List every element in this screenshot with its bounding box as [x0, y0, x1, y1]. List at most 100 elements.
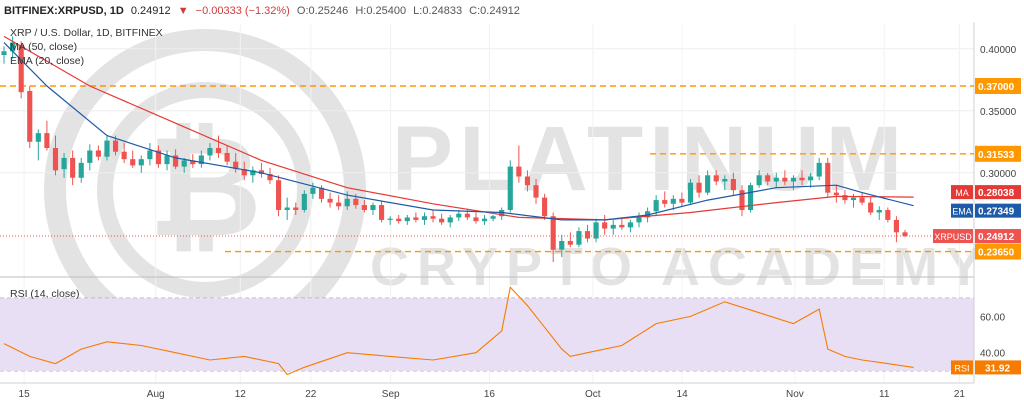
candle-body	[662, 200, 668, 204]
candle-body	[10, 42, 16, 52]
support-resistance-levels	[0, 85, 974, 253]
price-tag-name-box	[933, 229, 973, 244]
price-tag-value-box	[975, 229, 1021, 244]
candle-body	[567, 241, 573, 245]
candle-body	[164, 155, 170, 165]
rsi-tick-label: 60.00	[980, 312, 1005, 323]
candle-body	[318, 187, 325, 199]
candle-body	[276, 180, 282, 210]
watermark-logo-glyph: ₿	[148, 108, 262, 265]
candle-body	[353, 198, 359, 206]
rsi-line	[3, 286, 914, 376]
time-tick-label: 22	[305, 389, 317, 400]
candle-body	[198, 155, 204, 165]
candle-body	[739, 190, 745, 210]
candle-body	[27, 90, 33, 142]
level-tag	[975, 145, 1021, 162]
price-tick-label: 0.35000	[980, 107, 1017, 118]
price-tag-value-box	[975, 203, 1021, 218]
candle-body	[327, 198, 333, 203]
candle-body	[421, 216, 428, 220]
candle-body	[439, 218, 445, 223]
time-tick-label: Aug	[147, 389, 165, 400]
ema-legend[interactable]: EMA (20, close)	[10, 55, 85, 67]
candle-body	[730, 179, 736, 191]
candle-body	[336, 202, 342, 207]
candle-body	[644, 211, 651, 218]
candle-body	[765, 175, 771, 182]
time-tick-label: 15	[19, 389, 31, 400]
candle-body	[361, 205, 367, 210]
candle-body	[696, 182, 702, 193]
price-tag-name: MA	[955, 188, 969, 198]
candle-body	[447, 217, 453, 223]
candle-body	[722, 179, 728, 182]
time-tick-label: Sep	[382, 389, 400, 400]
candle-body	[868, 202, 874, 213]
candle-body	[516, 166, 522, 177]
close-value: C:0.24912	[469, 5, 520, 17]
candle-body	[138, 159, 144, 166]
candle-body	[190, 160, 196, 165]
time-tick-label: 14	[677, 389, 689, 400]
level-tag	[975, 78, 1021, 94]
candle-body	[378, 205, 385, 220]
candle-body	[842, 195, 848, 201]
candle-body	[387, 218, 393, 220]
price-tag-value: 0.28038	[978, 188, 1015, 199]
level-tags: 0.37000 0.31533 0.23650	[975, 78, 1021, 260]
rsi-tag-value-box	[975, 360, 1021, 375]
candle-body	[456, 213, 462, 218]
rsi-tag-name-box	[951, 360, 973, 375]
high-value: H:0.25400	[355, 5, 407, 17]
candle-body	[550, 216, 556, 250]
time-tick-label: Nov	[786, 389, 804, 400]
candles	[1, 36, 908, 263]
ma-legend[interactable]: MA (50, close)	[10, 41, 78, 53]
candle-body	[344, 198, 350, 207]
candle-body	[18, 45, 24, 93]
rsi-tag-name: RSI	[954, 363, 969, 373]
price-change: −0.00333 (−1.32%)	[195, 5, 290, 17]
price-tag-name: EMA	[952, 207, 972, 217]
time-axis-ticks: 15 Aug 12 22 Sep 16 Oct 14 Nov 11 21	[19, 389, 966, 400]
candle-body	[95, 150, 101, 157]
candle-body	[679, 198, 685, 203]
candle-body	[773, 177, 779, 182]
candle-body	[713, 175, 719, 182]
candle-body	[653, 200, 659, 212]
ma-50-line	[3, 35, 914, 221]
candle-body	[602, 222, 608, 229]
rsi-legend[interactable]: RSI (14, close)	[10, 288, 80, 300]
time-tick-label: 16	[484, 389, 496, 400]
watermark-line2: CRYPTO ACADEMY	[370, 237, 990, 297]
price-tag-name-box	[951, 185, 973, 200]
candle-body	[310, 187, 316, 194]
candle-body	[833, 192, 839, 196]
candle-body	[301, 193, 307, 210]
candle-body	[705, 175, 711, 193]
candle-body	[507, 166, 513, 210]
symbol-name[interactable]: BITFINEX:XRPUSD, 1D	[4, 5, 124, 17]
candle-body	[687, 182, 694, 203]
candle-body	[782, 177, 788, 182]
price-tags: MA 0.28038 EMA 0.27349 XRPUSD 0.24912 RSI 31.92	[933, 185, 1021, 375]
candle-body	[850, 197, 857, 201]
candle-body	[619, 224, 625, 228]
level-tag-label: 0.23650	[978, 248, 1015, 259]
price-tick-label: 0.30000	[980, 169, 1017, 180]
candle-body	[559, 241, 565, 250]
price-tag-value: 0.24912	[978, 232, 1015, 243]
candle-body	[35, 133, 41, 142]
candle-body	[533, 185, 539, 198]
candle-body	[430, 216, 436, 219]
candle-body	[584, 231, 591, 239]
candle-body	[284, 207, 290, 210]
candle-body	[104, 140, 110, 157]
candle-body	[70, 157, 76, 178]
low-value: L:0.24833	[413, 5, 463, 17]
candle-body	[61, 157, 67, 170]
rsi-band	[0, 298, 974, 371]
